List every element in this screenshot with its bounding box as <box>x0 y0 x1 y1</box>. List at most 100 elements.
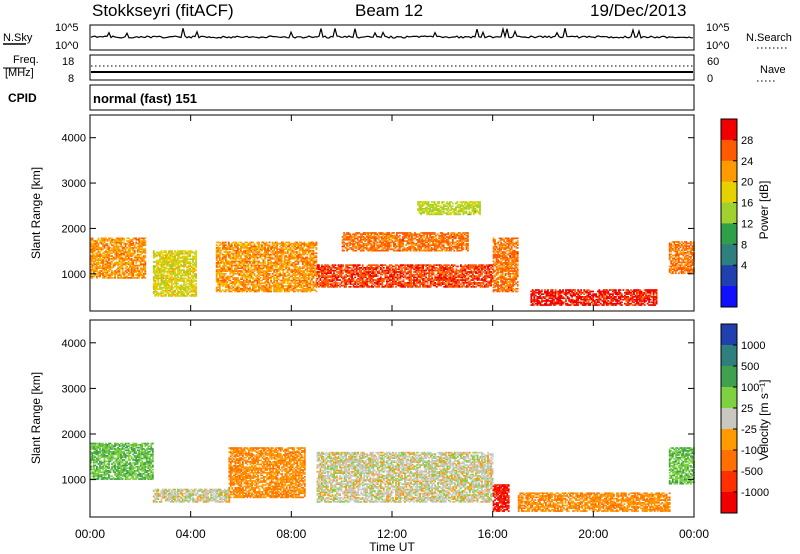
power-cell-1 <box>192 259 194 262</box>
power-cell-0 <box>127 253 130 256</box>
power-cell-0 <box>136 242 139 245</box>
power-cell-0 <box>114 252 116 255</box>
power-cell-0 <box>112 266 115 268</box>
power-cell-3 <box>367 267 370 269</box>
power-cell-0 <box>120 262 122 264</box>
power-cell-0 <box>121 260 124 263</box>
power-cell-1 <box>172 262 175 265</box>
power-cell-2 <box>215 270 218 272</box>
power-cell-0 <box>103 255 106 257</box>
power-cell-1 <box>168 262 170 265</box>
power-cell-1 <box>178 292 181 295</box>
power-cell-0 <box>102 266 104 268</box>
power-cell-1 <box>163 284 166 286</box>
power-cell-1 <box>163 267 166 270</box>
power-cell-1 <box>189 272 191 274</box>
power-cell-0 <box>111 240 113 242</box>
power-cell-0 <box>127 252 130 255</box>
power-cell-0 <box>91 248 94 251</box>
power-cell-0 <box>130 244 133 246</box>
nsky-left-bottom: 10^0 <box>55 40 79 52</box>
power-cell-0 <box>118 270 121 272</box>
power-cell-2 <box>277 255 280 257</box>
power-cell-0 <box>127 267 130 270</box>
power-cell-1 <box>180 251 182 254</box>
power-cell-0 <box>141 240 144 242</box>
power-cell-1 <box>195 265 197 267</box>
power-cell-2 <box>247 242 250 245</box>
power-cell-1 <box>166 280 169 282</box>
power-cell-1 <box>195 273 197 275</box>
power-cell-2 <box>217 282 220 285</box>
power-cell-1 <box>169 289 172 292</box>
power-cell-1 <box>163 281 166 284</box>
power-cell-0 <box>120 240 122 242</box>
power-cell-1 <box>193 291 196 293</box>
power-cell-1 <box>165 281 167 284</box>
power-cell-0 <box>100 260 103 263</box>
power-cell-0 <box>120 244 122 246</box>
power-cell-0 <box>118 248 121 251</box>
power-cell-1 <box>183 269 185 271</box>
power-cell-1 <box>160 272 163 274</box>
power-cell-1 <box>181 293 184 296</box>
power-cell-2 <box>312 249 315 252</box>
power-cell-0 <box>114 262 116 264</box>
power-cell-0 <box>103 240 106 242</box>
power-cell-0 <box>121 270 124 272</box>
power-cell-1 <box>163 270 166 273</box>
power-cell-0 <box>121 266 124 268</box>
power-cell-1 <box>166 263 169 266</box>
power-cell-0 <box>118 271 121 274</box>
power-cell-2 <box>232 277 235 279</box>
power-cell-1 <box>177 274 179 277</box>
power-cell-0 <box>90 238 92 241</box>
power-cell-1 <box>168 257 170 259</box>
power-cell-0 <box>120 257 122 260</box>
power-cell-1 <box>177 272 179 274</box>
power-cell-1 <box>162 276 164 278</box>
power-cell-1 <box>163 272 166 274</box>
power-cell-0 <box>121 259 124 261</box>
power-cell-0 <box>127 260 130 263</box>
power-cell-0 <box>111 260 113 263</box>
power-cell-2 <box>218 247 221 249</box>
power-cell-1 <box>189 269 191 271</box>
power-cell-1 <box>152 291 155 293</box>
power-cell-0 <box>133 268 136 271</box>
power-cell-0 <box>133 259 136 261</box>
power-cell-1 <box>183 295 185 297</box>
power-cell-0 <box>109 252 112 255</box>
power-cell-1 <box>184 277 187 280</box>
power-cell-0 <box>130 262 133 264</box>
power-cell-1 <box>171 258 173 261</box>
power-cell-0 <box>127 237 130 240</box>
power-cell-0 <box>121 262 124 264</box>
power-cell-2 <box>218 262 221 264</box>
power-cell-0 <box>94 266 97 268</box>
power-cell-1 <box>187 250 190 252</box>
power-cell-0 <box>90 271 92 274</box>
power-cell-2 <box>277 278 280 280</box>
power-cell-1 <box>168 251 170 254</box>
power-cell-1 <box>181 295 184 297</box>
power-cell-1 <box>168 261 170 263</box>
power-cell-0 <box>133 244 136 246</box>
power-cell-1 <box>163 277 166 280</box>
power-cell-1 <box>152 251 155 254</box>
power-cell-1 <box>177 259 179 262</box>
power-cell-0 <box>96 267 98 270</box>
power-cell-0 <box>124 244 127 246</box>
power-cell-0 <box>93 262 95 264</box>
power-cell-3 <box>352 283 355 285</box>
power-cell-2 <box>247 263 250 266</box>
power-cell-0 <box>112 257 115 260</box>
power-cell-1 <box>180 291 182 293</box>
power-cell-2 <box>217 251 220 253</box>
power-cell-2 <box>218 275 221 278</box>
power-cell-1 <box>171 265 173 267</box>
power-cell-1 <box>168 284 170 286</box>
nsky-trace <box>90 26 693 39</box>
power-cell-0 <box>126 237 128 240</box>
power-cell-1 <box>157 272 160 274</box>
